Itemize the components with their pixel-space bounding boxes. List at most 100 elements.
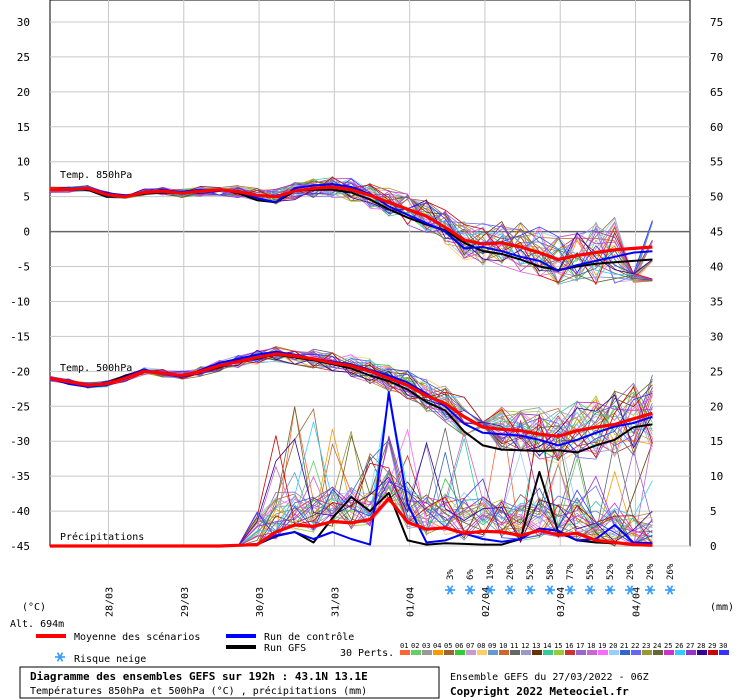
right-tick-label: 30	[710, 330, 723, 343]
footer-subtitle: Températures 850hPa et 500hPa (°C) , pré…	[30, 685, 367, 697]
snow-risk-label: 29%	[646, 563, 656, 580]
pert-number: 29	[708, 642, 716, 650]
x-tick-label: 29/03	[180, 587, 191, 617]
left-tick-label: -25	[10, 400, 30, 413]
pert-number: 01	[400, 642, 408, 650]
right-tick-label: 35	[710, 295, 723, 308]
pert-swatch	[510, 650, 520, 655]
pert-number: 05	[444, 642, 452, 650]
right-tick-label: 75	[710, 16, 723, 29]
ensemble-member-line	[49, 356, 653, 458]
left-tick-label: 10	[17, 156, 30, 169]
pert-number: 04	[433, 642, 441, 650]
pert-swatch	[543, 650, 553, 655]
snowflake-icon	[55, 652, 65, 662]
snow-risk-marker	[665, 585, 675, 595]
pert-number: 09	[488, 642, 496, 650]
x-tick-label: 03/04	[556, 587, 567, 617]
footer-ensemble: Ensemble GEFS du 27/03/2022 - 06Z	[450, 672, 649, 683]
snow-risk-label: 6%	[466, 569, 476, 580]
snowflake-icon	[666, 585, 674, 595]
pert-swatch	[642, 650, 652, 655]
pert-swatch	[598, 650, 608, 655]
x-axis-ticks: 28/03 29/03 30/03 31/03 01/04 02/04 03/04 04/04	[104, 587, 642, 617]
snow-risk-marker	[465, 585, 475, 595]
pert-swatch	[719, 650, 729, 655]
right-tick-label: 40	[710, 261, 723, 274]
pert-swatch	[653, 650, 663, 655]
series-precip-mean	[50, 496, 653, 548]
left-tick-label: -15	[10, 330, 30, 343]
series-t500-mean	[49, 352, 653, 438]
left-tick-label: -45	[10, 540, 30, 553]
left-tick-label: -30	[10, 435, 30, 448]
snow-risk-marker	[545, 585, 555, 595]
panel-label-t850: Temp. 850hPa	[60, 170, 132, 181]
pert-swatch	[631, 650, 641, 655]
snow-risk-marker	[625, 585, 635, 595]
x-tick-label: 02/04	[481, 587, 492, 617]
pert-number: 17	[576, 642, 584, 650]
pert-swatch	[554, 650, 564, 655]
x-tick-label: 30/03	[255, 587, 266, 617]
ensemble-member-line	[49, 178, 653, 274]
snow-risk-marker	[645, 585, 655, 595]
right-axis-unit: (mm)	[710, 602, 734, 613]
snow-risk-label: 29%	[626, 563, 636, 580]
pert-number: 13	[532, 642, 540, 650]
series-t850-mean	[50, 185, 653, 262]
left-tick-label: 20	[17, 86, 30, 99]
footer-copyright: Copyright 2022 Meteociel.fr	[450, 685, 629, 698]
legend-snow-label: Risque neige	[74, 654, 146, 665]
pert-swatch	[532, 650, 542, 655]
snow-risk-marker	[525, 585, 535, 595]
snow-risk-label: 3%	[446, 569, 456, 580]
right-tick-label: 10	[710, 470, 723, 483]
pert-number: 30	[719, 642, 727, 650]
footer-title: Diagramme des ensembles GEFS sur 192h : …	[30, 670, 368, 683]
pert-swatch	[708, 650, 718, 655]
pert-swatch	[664, 650, 674, 655]
right-tick-label: 70	[710, 51, 723, 64]
legend-mean-label: Moyenne des scénarios	[74, 631, 200, 643]
snowflake-icon	[506, 585, 514, 595]
x-tick-label: 01/04	[406, 587, 417, 617]
snow-risk-marker	[485, 585, 495, 595]
pert-number: 14	[543, 642, 551, 650]
pert-number: 18	[587, 642, 595, 650]
pert-number: 25	[664, 642, 672, 650]
snowflake-icon	[646, 585, 654, 595]
left-tick-label: -20	[10, 365, 30, 378]
pert-swatch	[411, 650, 421, 655]
snowflake-icon	[546, 585, 554, 595]
pert-number: 22	[631, 642, 639, 650]
pert-swatch	[686, 650, 696, 655]
pert-number: 24	[653, 642, 661, 650]
pert-number: 19	[598, 642, 606, 650]
snowflake-icon	[606, 585, 614, 595]
pert-swatch	[444, 650, 454, 655]
pert-swatch	[587, 650, 597, 655]
pert-swatch	[521, 650, 531, 655]
left-tick-label: -40	[10, 505, 30, 518]
snow-risk-marker	[605, 585, 615, 595]
pert-number: 15	[554, 642, 562, 650]
pert-swatch	[433, 650, 443, 655]
x-tick-label: 04/04	[632, 587, 643, 617]
snow-risk-label: 26%	[506, 563, 516, 580]
legend-perts-label: 30 Perts.	[340, 648, 394, 659]
left-tick-label: -5	[17, 261, 30, 274]
perturbation-legend: 01 02 03 04 05 06 07 08 09 10 11 12 13 14 15 16 17 18 19 20…	[400, 642, 729, 655]
ensemble-member-line	[49, 184, 653, 275]
pert-number: 10	[499, 642, 507, 650]
left-tick-label: -35	[10, 470, 30, 483]
altitude-label: Alt. 694m	[10, 619, 64, 630]
pert-swatch	[422, 650, 432, 655]
left-tick-label: 25	[17, 51, 30, 64]
pert-swatch	[609, 650, 619, 655]
pert-number: 03	[422, 642, 430, 650]
pert-swatch	[499, 650, 509, 655]
right-tick-label: 45	[710, 226, 723, 239]
